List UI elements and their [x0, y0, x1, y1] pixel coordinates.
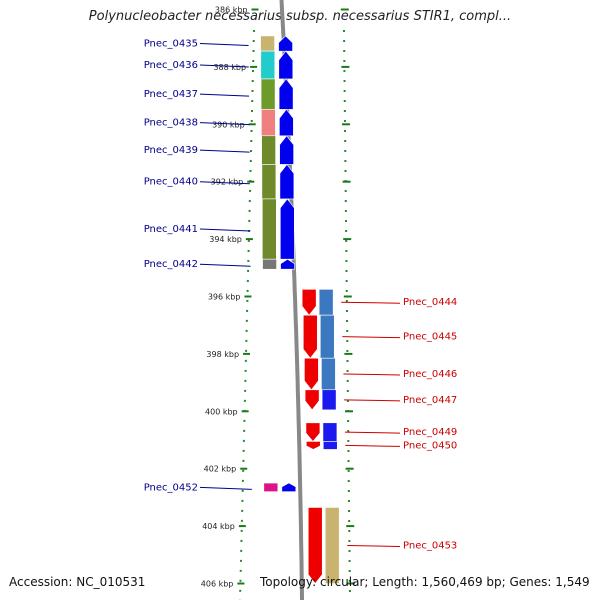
gene-arrow-pnec_0437 — [278, 78, 294, 110]
category-block-pnec_0445 — [319, 314, 335, 359]
gene-arrow-pnec_0438 — [279, 108, 294, 137]
tick-label: 404 kbp — [202, 522, 235, 531]
gene-label-pnec_0441: Pnec_0441 — [144, 224, 198, 235]
tick-label: 402 kbp — [204, 465, 237, 474]
tick-label: 390 kbp — [212, 120, 245, 129]
category-block-pnec_0453 — [324, 507, 340, 584]
topology-text: Topology: circular; Length: 1,560,469 bp… — [260, 575, 590, 589]
tick-label: 392 kbp — [211, 178, 244, 187]
gene-label-pnec_0442: Pnec_0442 — [144, 259, 198, 270]
tick-label: 400 kbp — [205, 407, 238, 416]
tick-label: 386 kbp — [215, 6, 248, 15]
category-block-pnec_0441 — [261, 198, 277, 260]
gene-label-pnec_0449: Pnec_0449 — [403, 427, 457, 438]
gene-label-pnec_0446: Pnec_0446 — [403, 369, 457, 380]
leader-line — [345, 444, 401, 447]
category-block-pnec_0436 — [260, 50, 276, 80]
gene-arrow-pnec_0453 — [307, 507, 323, 584]
tick-label: 396 kbp — [208, 293, 241, 302]
leader-line — [344, 399, 401, 402]
gene-label-pnec_0452: Pnec_0452 — [144, 482, 198, 493]
category-block-pnec_0440 — [261, 164, 277, 200]
gene-arrow-pnec_0449 — [305, 422, 321, 442]
gene-label-pnec_0445: Pnec_0445 — [403, 332, 457, 343]
gene-label-pnec_0444: Pnec_0444 — [403, 297, 457, 308]
gene-arrow-pnec_0446 — [304, 357, 319, 391]
leader-line — [199, 64, 249, 68]
category-block-pnec_0446 — [321, 357, 336, 391]
category-block-pnec_0444 — [318, 289, 334, 316]
category-block-pnec_0449 — [322, 422, 338, 442]
map-title: Polynucleobacter necessarius subsp. nece… — [88, 9, 512, 24]
gene-arrow-pnec_0450 — [305, 441, 321, 450]
gene-arrow-pnec_0447 — [304, 389, 320, 411]
leader-line — [199, 486, 252, 490]
category-block-pnec_0437 — [260, 78, 276, 110]
gene-label-pnec_0435: Pnec_0435 — [144, 39, 198, 50]
gene-arrow-pnec_0439 — [279, 135, 294, 165]
leader-line — [199, 149, 250, 153]
category-block-pnec_0438 — [261, 109, 276, 137]
gene-label-pnec_0453: Pnec_0453 — [403, 540, 457, 551]
category-block-pnec_0452 — [263, 482, 279, 492]
gene-arrow-pnec_0436 — [278, 50, 294, 80]
right-guide-line — [343, 29, 351, 600]
leader-line — [347, 544, 401, 547]
gene-arrow-pnec_0452 — [281, 482, 297, 492]
leader-line — [344, 431, 401, 434]
gene-label-pnec_0450: Pnec_0450 — [403, 440, 457, 451]
leader-line — [199, 263, 251, 267]
gene-label-pnec_0436: Pnec_0436 — [144, 60, 198, 71]
tick-label: 388 kbp — [213, 63, 246, 72]
gene-arrow-pnec_0440 — [279, 163, 295, 200]
leader-line — [199, 93, 250, 97]
left-guide-line — [239, 29, 255, 600]
gene-arrow-pnec_0441 — [279, 198, 295, 260]
category-block-pnec_0450 — [322, 441, 338, 450]
category-block-pnec_0439 — [261, 135, 276, 165]
category-block-pnec_0435 — [260, 35, 275, 52]
leader-line — [199, 181, 250, 185]
leader-line — [343, 373, 401, 376]
tick-label: 398 kbp — [206, 350, 239, 359]
gene-arrow-pnec_0435 — [278, 35, 293, 52]
gene-label-pnec_0440: Pnec_0440 — [144, 177, 198, 188]
gene-arrow-pnec_0445 — [302, 314, 318, 359]
leader-line — [342, 336, 401, 339]
category-block-pnec_0442 — [262, 258, 277, 270]
gene-label-pnec_0437: Pnec_0437 — [144, 89, 198, 100]
leader-line — [199, 228, 251, 232]
gene-label-pnec_0438: Pnec_0438 — [144, 118, 198, 129]
leader-line — [341, 301, 401, 304]
gene-arrow-pnec_0442 — [280, 258, 295, 270]
gene-arrow-pnec_0444 — [301, 289, 317, 316]
gene-label-pnec_0439: Pnec_0439 — [144, 145, 198, 156]
leader-line — [199, 43, 249, 47]
gene-label-pnec_0447: Pnec_0447 — [403, 395, 457, 406]
leader-line — [199, 122, 250, 126]
category-block-pnec_0447 — [321, 389, 337, 411]
accession-text: Accession: NC_010531 — [9, 575, 146, 589]
tick-label: 406 kbp — [201, 580, 234, 589]
tick-label: 394 kbp — [209, 235, 242, 244]
